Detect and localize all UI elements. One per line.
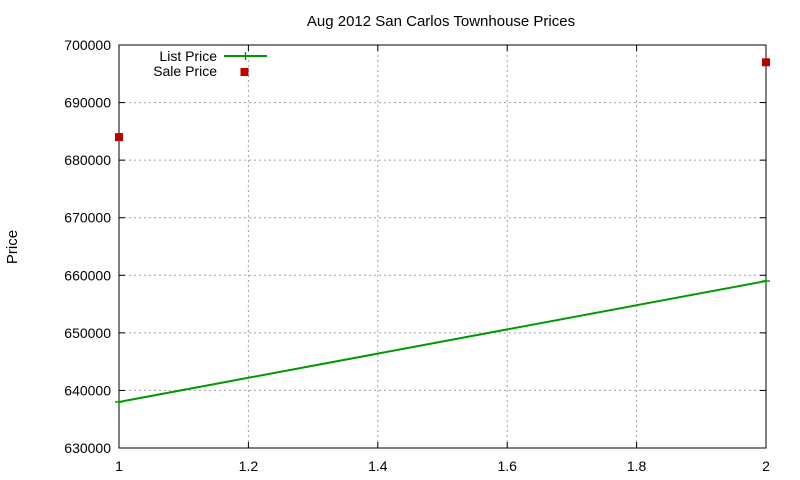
- y-tick-label: 690000: [64, 95, 111, 111]
- y-tick-label: 670000: [64, 210, 111, 226]
- y-tick-label: 630000: [64, 440, 111, 456]
- x-tick-label: 1: [115, 458, 123, 474]
- y-tick-label: 680000: [64, 152, 111, 168]
- x-tick-label: 1.4: [368, 458, 388, 474]
- ticks: 1 1.2 1.4 1.6 1.8 2 630000 640000 650000 660000 67…: [64, 37, 770, 474]
- legend-marker: [240, 68, 249, 76]
- y-tick-label: 700000: [64, 37, 111, 53]
- y-tick-label: 640000: [64, 382, 111, 398]
- y-axis-label: Price: [4, 230, 21, 264]
- legend-marker: [241, 52, 250, 60]
- series-sale-price: [115, 58, 770, 142]
- plot-frame: [118, 44, 767, 449]
- x-tick-label: 1.6: [497, 458, 517, 474]
- plot-border: [118, 44, 767, 449]
- legend-label: Sale Price: [153, 63, 217, 79]
- legend-label: List Price: [159, 48, 217, 64]
- series-layer: [115, 58, 770, 406]
- legend-entry: Sale Price: [153, 63, 249, 79]
- data-point: [115, 133, 123, 142]
- x-tick-label: 1.8: [627, 458, 647, 474]
- series-list-price: [115, 277, 770, 406]
- data-point: [762, 58, 770, 67]
- series-line: [118, 280, 767, 403]
- x-tick-label: 2: [762, 458, 770, 474]
- data-point: [115, 397, 123, 406]
- legend-entry: List Price: [159, 48, 267, 64]
- y-tick-label: 650000: [64, 325, 111, 341]
- chart-title: Aug 2012 San Carlos Townhouse Prices: [307, 13, 575, 30]
- data-point: [762, 277, 770, 286]
- grid: [119, 45, 766, 448]
- y-tick-label: 660000: [64, 267, 111, 283]
- x-tick-label: 1.2: [239, 458, 259, 474]
